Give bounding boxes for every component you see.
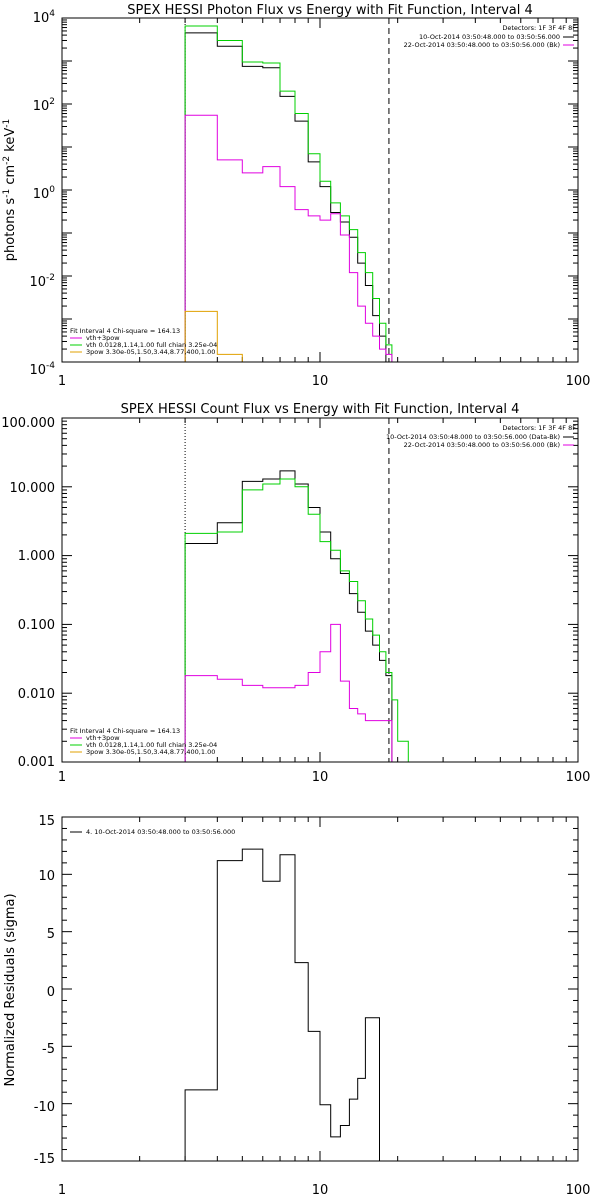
count-flux-ticks (61, 417, 578, 763)
photon-flux-frame (61, 17, 579, 363)
ytick-label-0.1: 0.100 (18, 618, 55, 633)
ytick-label-1e-4: 10-4 (29, 361, 55, 378)
p2-series-vth (184, 478, 409, 762)
ytick-label-10: 10.000 (10, 481, 56, 496)
photon-flux-panel: SPEX HESSI Photon Flux vs Energy with Fi… (2, 3, 590, 389)
photon-flux-yticklabels: 104 102 100 10-2 10-4 (29, 9, 55, 378)
count-flux-xtick-100: 100 (566, 770, 591, 785)
legend-label-vth-3pow: vth+3pow (86, 334, 120, 342)
ytick-label-m15: -15 (34, 1152, 55, 1167)
ytick-label-10r: 10 (38, 869, 55, 884)
legend2-label-vth-3pow: vth+3pow (86, 734, 120, 742)
ytick-label-1: 1.000 (18, 549, 55, 564)
photon-flux-series (184, 25, 398, 363)
ytick-label-0: 0 (47, 985, 55, 1000)
count-flux-frame (61, 417, 579, 763)
photon-flux-data-time: 10-Oct-2014 03:50:48.000 to 03:50:56.000 (419, 33, 560, 41)
photon-flux-bk-time: 22-Oct-2014 03:50:48.000 to 03:50:56.000… (404, 41, 560, 49)
residuals-ticks (61, 816, 578, 1162)
residuals-xtick-10: 10 (312, 1183, 329, 1198)
legend-label-vth: vth 0.0128,1.14,1.00 full chian 3.25e-04 (86, 341, 217, 349)
count-flux-xtick-1: 1 (58, 770, 66, 785)
residuals-panel: Normalized Residuals (sigma) 15 10 5 0 -… (3, 814, 590, 1198)
legend2-label-vth: vth 0.0128,1.14,1.00 full chian 3.25e-04 (86, 741, 217, 749)
p1-series-vth (184, 25, 398, 363)
ytick-label-15: 15 (38, 814, 55, 829)
photon-flux-legend: Fit Interval 4 Chi-square = 164.13 vth+3… (70, 327, 217, 356)
p2-series-data (184, 470, 393, 762)
ytick-label-100: 100.000 (1, 416, 55, 431)
photon-flux-legend-header: Fit Interval 4 Chi-square = 164.13 (70, 327, 180, 335)
ytick-label-m10: -10 (34, 1100, 55, 1115)
p2-series-vth-3pow (184, 623, 393, 762)
count-flux-bk-time: 22-Oct-2014 03:50:48.000 to 03:50:56.000… (404, 441, 560, 449)
count-flux-panel: SPEX HESSI Count Flux vs Energy with Fit… (1, 402, 590, 785)
ytick-label-1e0: 100 (33, 185, 56, 202)
count-flux-title: SPEX HESSI Count Flux vs Energy with Fit… (121, 402, 520, 417)
ytick-label-m5: -5 (42, 1042, 55, 1057)
count-flux-yticklabels: 100.000 10.000 1.000 0.100 0.010 0.001 (1, 416, 55, 770)
legend2-label-3pow: 3pow 3.30e-05,1.50,3.44,8.77,400,1.00 (86, 748, 215, 756)
photon-flux-header: Detectors: 1F 3F 4F 8F 10-Oct-2014 03:50… (404, 24, 577, 49)
residuals-yticklabels: 15 10 5 0 -5 -10 -15 (34, 814, 55, 1167)
ytick-label-5: 5 (47, 927, 55, 942)
p1-series-data (184, 32, 392, 363)
photon-flux-xtick-10: 10 (312, 374, 329, 389)
count-flux-fit-range (184, 418, 390, 762)
residuals-xtick-100: 100 (566, 1183, 591, 1198)
residuals-legend: 4. 10-Oct-2014 03:50:48.000 to 03:50:56.… (70, 828, 235, 836)
count-flux-header: Detectors: 1F 3F 4F 8F 10-Oct-2014 03:50… (386, 424, 576, 449)
ytick-label-1e2: 102 (33, 97, 55, 114)
photon-flux-xtick-100: 100 (566, 374, 591, 389)
residuals-xtick-1: 1 (58, 1183, 66, 1198)
ytick-label-1e-2: 10-2 (29, 273, 55, 290)
count-flux-xtick-10: 10 (312, 770, 329, 785)
legend-label-3pow: 3pow 3.30e-05,1.50,3.44,8.77,400,1.00 (86, 348, 215, 356)
residuals-ylabel: Normalized Residuals (sigma) (3, 893, 18, 1086)
photon-flux-detectors: Detectors: 1F 3F 4F 8F (502, 24, 576, 32)
p3-series-data (184, 848, 380, 1161)
count-flux-series (184, 470, 409, 762)
residuals-series (184, 848, 380, 1161)
residuals-legend-label: 4. 10-Oct-2014 03:50:48.000 to 03:50:56.… (86, 828, 235, 836)
residuals-frame (61, 816, 579, 1162)
photon-flux-title: SPEX HESSI Photon Flux vs Energy with Fi… (127, 3, 533, 18)
p1-series-vth-3pow (184, 114, 393, 362)
count-flux-legend-header: Fit Interval 4 Chi-square = 164.13 (70, 727, 180, 735)
count-flux-legend: Fit Interval 4 Chi-square = 164.13 vth+3… (70, 727, 217, 756)
ytick-label-1e4: 104 (33, 9, 56, 26)
count-flux-data-time: 10-Oct-2014 03:50:48.000 to 03:50:56.000… (386, 433, 560, 441)
count-flux-detectors: Detectors: 1F 3F 4F 8F (502, 424, 576, 432)
photon-flux-ticks (61, 17, 578, 363)
ytick-label-0.01: 0.010 (18, 687, 55, 702)
photon-flux-ylabel: photons s-1 cm-2 keV-1 (2, 119, 18, 261)
ytick-label-0.001: 0.001 (18, 755, 55, 770)
photon-flux-xtick-1: 1 (58, 374, 66, 389)
photon-flux-fit-range (184, 18, 390, 362)
p1-series-pow3 (184, 310, 243, 362)
